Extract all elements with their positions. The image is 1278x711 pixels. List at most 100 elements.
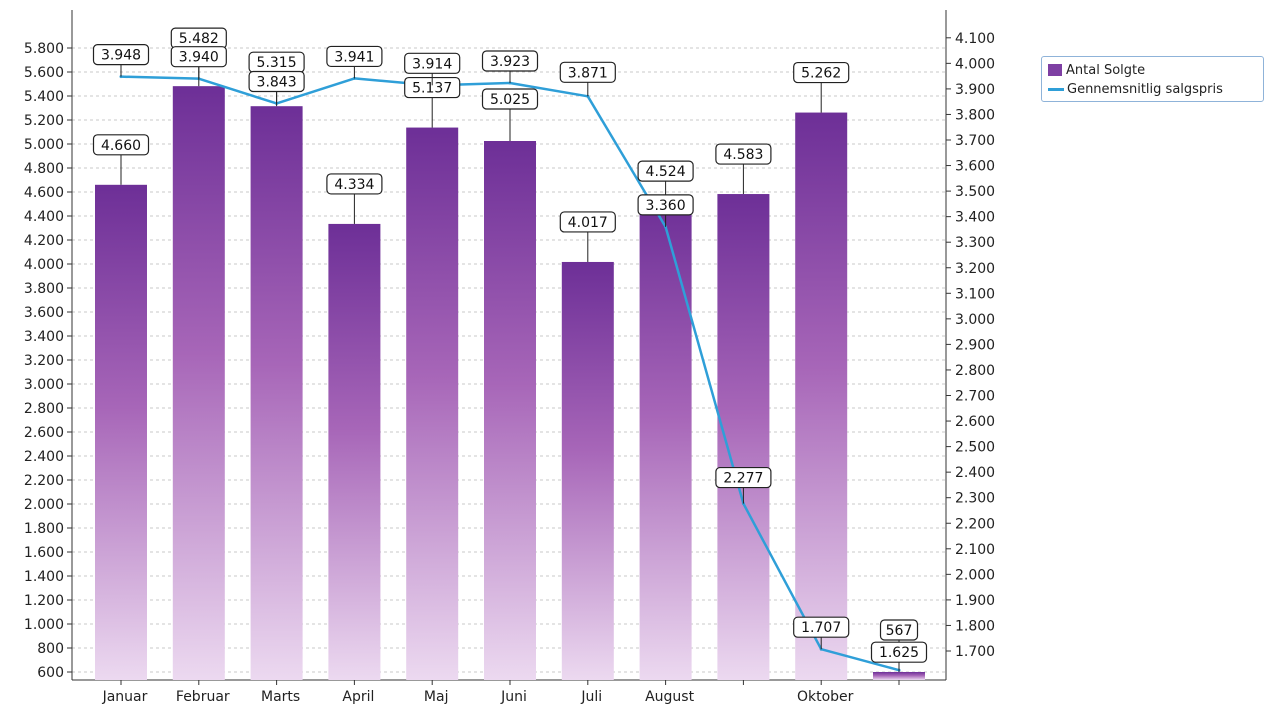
- right-tick-label: 2.600: [955, 414, 995, 430]
- label-box: [793, 61, 850, 84]
- right-tick-label: 2.200: [955, 516, 995, 532]
- label-box: [326, 45, 383, 68]
- right-tick-label: 2.100: [955, 542, 995, 558]
- x-tick-label: Juni: [500, 689, 527, 705]
- left-tick-label: 1.600: [24, 545, 64, 561]
- label-box: [715, 466, 772, 489]
- right-tick-label: 3.000: [955, 312, 995, 328]
- label-box: [559, 211, 616, 233]
- label-box: [637, 160, 694, 182]
- legend: Antal Solgte Gennemsnitlig salgspris: [1041, 56, 1264, 102]
- left-tick-label: 3.600: [24, 305, 64, 321]
- bar-data-label: 5.315: [257, 55, 297, 71]
- left-tick-label: 4.400: [24, 209, 64, 225]
- bar: [95, 184, 147, 681]
- bar: [328, 223, 381, 681]
- line-data-label: 3.843: [257, 74, 297, 90]
- right-tick-label: 1.800: [955, 618, 995, 634]
- right-tick-label: 2.900: [955, 337, 995, 353]
- left-tick-label: 3.000: [24, 377, 64, 393]
- bar: [484, 141, 536, 680]
- left-tick-label: 2.600: [24, 425, 64, 441]
- right-tick-label: 3.600: [955, 159, 995, 175]
- right-tick-label: 2.300: [955, 491, 995, 507]
- legend-item-antal-solgte: Antal Solgte: [1048, 61, 1145, 79]
- right-tick-label: 1.700: [955, 644, 995, 660]
- line-data-label: 1.707: [801, 620, 841, 636]
- x-tick-label: Februar: [176, 689, 230, 705]
- right-tick-label: 3.400: [955, 210, 995, 226]
- left-tick-label: 4.800: [24, 161, 64, 177]
- left-tick-label: 600: [37, 665, 64, 681]
- right-tick-label: 2.700: [955, 389, 995, 405]
- left-tick-label: 2.400: [24, 449, 64, 465]
- x-tick-label: Oktober: [797, 689, 854, 705]
- left-tick-label: 1.200: [24, 593, 64, 609]
- bar: [795, 112, 848, 680]
- right-tick-label: 3.800: [955, 107, 995, 123]
- bar-data-label: 4.334: [334, 177, 374, 193]
- left-tick-label: 2.200: [24, 473, 64, 489]
- left-tick-label: 5.200: [24, 113, 64, 129]
- label-box: [559, 61, 616, 83]
- right-tick-label: 4.100: [955, 31, 995, 47]
- left-tick-label: 5.000: [24, 137, 64, 153]
- bar: [406, 127, 459, 680]
- bar-data-label: 4.524: [646, 164, 686, 180]
- right-tick-label: 3.200: [955, 261, 995, 277]
- left-tick-label: 5.800: [24, 41, 64, 57]
- legend-bar-swatch: [1048, 64, 1062, 76]
- line-data-label: 3.923: [490, 54, 530, 70]
- legend-line-swatch: [1048, 87, 1064, 91]
- left-tick-label: 1.000: [24, 617, 64, 633]
- bar: [717, 194, 770, 681]
- legend-item-gennemsnitlig-salgspris: Gennemsnitlig salgspris: [1048, 80, 1223, 98]
- right-tick-label: 2.400: [955, 465, 995, 481]
- left-tick-label: 3.800: [24, 281, 64, 297]
- bar-data-label: 4.660: [101, 138, 141, 154]
- line-data-label: 3.914: [412, 56, 452, 72]
- right-tick-label: 3.700: [955, 133, 995, 149]
- bar: [561, 261, 614, 680]
- x-tick-label: Marts: [261, 689, 300, 705]
- right-tick-label: 2.000: [955, 567, 995, 583]
- left-tick-label: 4.600: [24, 185, 64, 201]
- left-tick-label: 3.400: [24, 329, 64, 345]
- bar-data-label: 5.482: [179, 31, 219, 47]
- left-tick-label: 5.600: [24, 65, 64, 81]
- bars: [95, 86, 925, 681]
- x-tick-label: Juli: [580, 689, 602, 705]
- right-tick-label: 3.300: [955, 235, 995, 251]
- label-box: [92, 44, 150, 66]
- left-tick-label: 2.800: [24, 401, 64, 417]
- label-box: [637, 194, 694, 216]
- left-tick-label: 5.400: [24, 89, 64, 105]
- right-tick-label: 2.800: [955, 363, 995, 379]
- right-tick-label: 2.500: [955, 440, 995, 456]
- bar: [873, 672, 925, 680]
- line-data-label: 3.871: [568, 65, 608, 81]
- line-data-label: 2.277: [723, 471, 763, 487]
- left-tick-label: 4.000: [24, 257, 64, 273]
- label-box: [170, 46, 227, 68]
- bar: [250, 106, 303, 680]
- legend-label-gennemsnitlig-salgspris: Gennemsnitlig salgspris: [1067, 81, 1223, 97]
- bar: [639, 201, 692, 680]
- left-tick-label: 1.800: [24, 521, 64, 537]
- x-tick-label: Januar: [102, 689, 148, 705]
- line-data-label: 3.940: [179, 50, 219, 66]
- bar-data-label: 567: [886, 623, 913, 639]
- right-tick-label: 3.900: [955, 82, 995, 98]
- label-box: [715, 143, 772, 165]
- line-data-label: 3.360: [646, 198, 686, 214]
- label-box: [326, 173, 383, 195]
- axes: 600 800 1.000 1.200 1.400 1.600 1.800 2.000 2.20…: [24, 10, 995, 705]
- label-box: [92, 134, 150, 156]
- legend-label-antal-solgte: Antal Solgte: [1066, 62, 1146, 78]
- bar-data-label: 5.137: [412, 81, 452, 97]
- bar-data-label: 4.583: [723, 147, 763, 163]
- left-tick-label: 800: [37, 641, 64, 657]
- bar-data-label: 5.025: [490, 92, 530, 108]
- label-box: [404, 52, 461, 74]
